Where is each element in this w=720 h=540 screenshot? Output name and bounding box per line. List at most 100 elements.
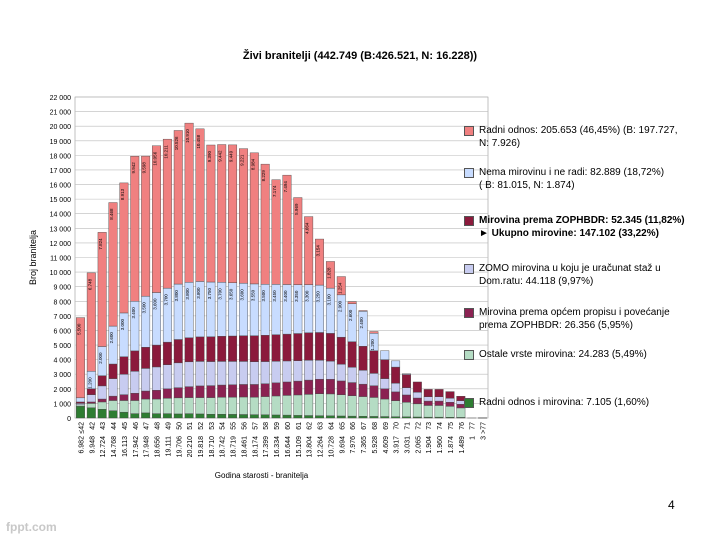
bar-segment — [195, 336, 205, 362]
bar-segment — [195, 385, 205, 398]
bar-segment — [162, 388, 172, 399]
bar-segment — [130, 371, 140, 394]
bar-segment — [75, 401, 85, 404]
bar-segment — [152, 413, 161, 419]
bar-segment — [391, 360, 401, 368]
bar-segment — [97, 401, 107, 410]
bar-value-label: 3.600 — [239, 289, 244, 301]
bar-segment — [358, 370, 368, 385]
bar-segment — [86, 401, 96, 404]
x-tick-label: 63 — [318, 422, 325, 430]
x-tick-total: 18.174 — [252, 436, 259, 458]
bar-segment — [162, 364, 172, 390]
bar-segment — [228, 396, 238, 415]
x-tick-total: 4.609 — [383, 436, 390, 454]
bar-segment — [141, 398, 151, 414]
bar-segment — [97, 375, 107, 387]
x-tick-label: >77 — [481, 422, 488, 434]
bar-value-label: 3.450 — [272, 290, 277, 302]
bar-value-label: 2.600 — [348, 309, 353, 321]
bar-segment — [206, 385, 216, 398]
x-tick-label: 62 — [307, 422, 314, 430]
bar-segment — [358, 383, 368, 397]
legend-item: Radni odnos i mirovina: 7.105 (1,60%) — [464, 396, 649, 409]
bar-segment — [162, 138, 172, 289]
bar-segment — [184, 122, 194, 283]
bar-segment — [315, 415, 324, 419]
bar-segment — [402, 373, 411, 375]
x-tick-label: 55 — [231, 422, 238, 430]
bar-segment — [249, 335, 259, 362]
bar-segment — [347, 415, 357, 419]
y-tick-label: 10 000 — [50, 270, 72, 277]
y-tick-label: 9 000 — [53, 285, 71, 292]
legend-label: ZOMO mirovina u koju je uračunat staž u … — [479, 263, 661, 287]
bar-value-label: 1.828 — [326, 267, 331, 279]
bar-segment — [141, 155, 151, 297]
bar-segment — [249, 414, 259, 419]
y-tick-label: 8 000 — [53, 299, 71, 306]
bar-segment — [434, 400, 444, 406]
bar-segment — [249, 152, 259, 285]
bar-segment — [315, 393, 324, 416]
bar-value-label: 3.400 — [131, 307, 136, 319]
x-tick-total: 16.334 — [274, 436, 281, 458]
bar-value-label: 9.390 — [207, 151, 212, 163]
legend-swatch — [464, 168, 474, 178]
bar-segment — [86, 407, 96, 419]
bar-segment — [325, 379, 335, 395]
bar-segment — [293, 197, 303, 285]
x-tick-label: 44 — [111, 422, 118, 430]
page-number: 4 — [668, 498, 675, 512]
bar-segment — [304, 379, 314, 395]
bar-segment — [380, 398, 390, 417]
x-tick-total: 1 — [470, 436, 477, 440]
bar-value-label: 3.800 — [196, 287, 201, 299]
bar-segment — [380, 378, 390, 390]
bar-segment — [97, 385, 107, 400]
bar-segment — [228, 384, 238, 398]
bar-segment — [152, 398, 161, 414]
x-tick-label: 47 — [144, 422, 151, 430]
bar-segment — [271, 395, 281, 416]
bar-segment — [260, 414, 270, 419]
y-tick-label: 11 000 — [50, 256, 71, 263]
bar-segment — [315, 332, 324, 361]
bar-segment — [380, 388, 390, 400]
bar-value-label: 9.442 — [218, 150, 223, 162]
x-tick-label: 46 — [133, 422, 140, 430]
bar-value-label: 2.600 — [109, 332, 114, 344]
bar-segment — [173, 413, 183, 419]
y-tick-label: 14 000 — [50, 212, 72, 219]
x-tick-total: 10.728 — [328, 436, 335, 458]
bar-segment — [369, 350, 379, 374]
bar-segment — [217, 361, 227, 386]
bar-segment — [152, 344, 161, 368]
bar-segment — [260, 361, 270, 384]
bar-segment — [239, 384, 248, 398]
x-tick-label: 57 — [252, 422, 259, 430]
bar-segment — [260, 163, 270, 285]
bar-value-label: 3.100 — [326, 294, 331, 306]
bar-segment — [206, 397, 216, 415]
bar-segment — [347, 341, 357, 368]
bar-segment — [173, 362, 183, 388]
x-tick-total: 6.982 — [78, 436, 85, 454]
x-tick-label: 61 — [296, 422, 303, 430]
bar-segment — [325, 415, 335, 419]
y-tick-label: 12 000 — [50, 241, 72, 248]
x-tick-label: 71 — [404, 422, 411, 430]
bar-segment — [228, 144, 238, 283]
bar-value-label: 3.800 — [174, 290, 179, 302]
bar-segment — [86, 394, 96, 403]
bar-value-label: 3.500 — [142, 302, 147, 314]
bar-segment — [228, 335, 238, 362]
y-tick-label: 16 000 — [50, 183, 72, 190]
bar-segment — [325, 261, 335, 289]
bar-segment — [391, 382, 401, 393]
y-axis-label: Broj branitelja — [28, 230, 38, 285]
bar-segment — [75, 317, 85, 399]
bar-value-label: 3.550 — [250, 289, 255, 301]
x-tick-total: 13.804 — [307, 436, 314, 458]
bar-segment — [75, 397, 85, 403]
